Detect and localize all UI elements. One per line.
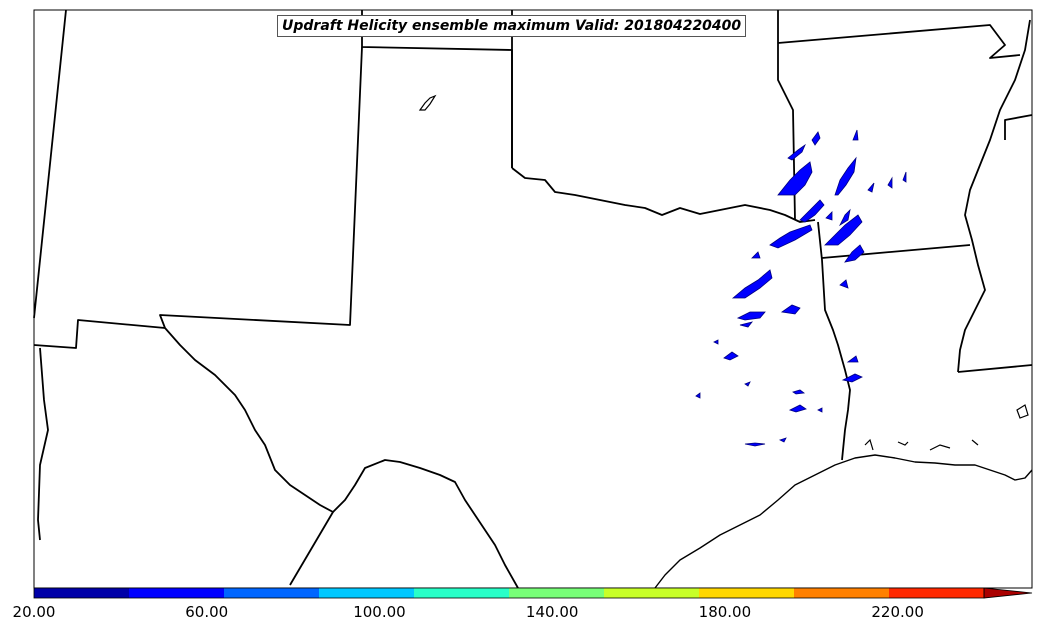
swath bbox=[852, 129, 859, 141]
swath bbox=[846, 355, 859, 363]
colorbar-segment bbox=[509, 588, 605, 598]
boundary-ar-la bbox=[821, 244, 971, 259]
swath bbox=[777, 161, 813, 196]
colorbar-outline bbox=[33, 587, 985, 599]
swath bbox=[731, 269, 773, 299]
swath bbox=[844, 244, 865, 263]
swath bbox=[751, 251, 761, 259]
boundary-nm-az bbox=[33, 319, 166, 349]
colorbar-tick-label: 180.00 bbox=[698, 603, 752, 621]
boundary-ok-tx-redriver bbox=[511, 167, 816, 223]
boundary-ms-la bbox=[957, 364, 1033, 373]
swath bbox=[817, 407, 823, 413]
boundary-mexico-2 bbox=[37, 347, 49, 541]
colorbar-segment bbox=[319, 588, 415, 598]
swath bbox=[902, 171, 907, 183]
swath bbox=[841, 373, 863, 383]
swath bbox=[867, 182, 875, 193]
boundary-rio-grande bbox=[164, 327, 519, 589]
colorbar-segment bbox=[224, 588, 320, 598]
boundary-mo-ar bbox=[777, 24, 1021, 59]
swath bbox=[824, 214, 863, 246]
map-background bbox=[34, 10, 1032, 588]
swath bbox=[787, 143, 806, 161]
colorbar-extend-arrow bbox=[983, 587, 1033, 599]
swath bbox=[744, 442, 766, 447]
swath bbox=[744, 381, 751, 387]
colorbar-tick-label: 140.00 bbox=[525, 603, 579, 621]
gulf-coastline bbox=[654, 454, 1033, 589]
colorbar-segment bbox=[414, 588, 510, 598]
colorbar-tick-label: 20.00 bbox=[12, 603, 56, 621]
map-title: Updraft Helicity ensemble maximum Valid:… bbox=[277, 15, 747, 37]
colorbar-segment bbox=[889, 588, 985, 598]
inland-lake bbox=[418, 94, 437, 111]
colorbar-segment bbox=[129, 588, 225, 598]
colorbar bbox=[33, 587, 1033, 599]
colorbar-segment bbox=[794, 588, 890, 598]
colorbar-segment bbox=[699, 588, 795, 598]
boundary-nm-tx bbox=[159, 46, 363, 329]
swath bbox=[780, 304, 801, 315]
boundary-mississippi-river bbox=[957, 19, 1031, 373]
colorbar-segment bbox=[34, 588, 130, 598]
swath bbox=[788, 404, 807, 413]
swath bbox=[769, 224, 813, 249]
swath bbox=[799, 199, 825, 223]
colorbar-tick-label: 220.00 bbox=[871, 603, 924, 621]
swath bbox=[778, 437, 787, 443]
swath bbox=[723, 351, 739, 361]
swath bbox=[825, 211, 833, 221]
swath bbox=[839, 208, 851, 227]
boundary-ks-mo bbox=[777, 10, 796, 221]
swath bbox=[839, 279, 849, 289]
boundary-tx-la bbox=[817, 221, 851, 461]
swath bbox=[713, 339, 719, 345]
colorbar-segment bbox=[604, 588, 700, 598]
helicity-swaths bbox=[695, 129, 907, 447]
swath bbox=[736, 311, 766, 321]
swath bbox=[792, 389, 806, 395]
swath bbox=[811, 131, 821, 146]
colorbar-tick-label: 100.00 bbox=[353, 603, 406, 621]
swath bbox=[739, 321, 754, 328]
swath bbox=[695, 392, 701, 399]
coastal-islands bbox=[864, 404, 1029, 451]
swath bbox=[887, 176, 893, 189]
swath bbox=[834, 156, 857, 196]
colorbar-tick-label: 60.00 bbox=[185, 603, 229, 621]
boundary-mexico-1 bbox=[289, 511, 334, 586]
boundary-ms-al bbox=[1004, 114, 1033, 140]
boundary-co-ut bbox=[33, 9, 67, 319]
